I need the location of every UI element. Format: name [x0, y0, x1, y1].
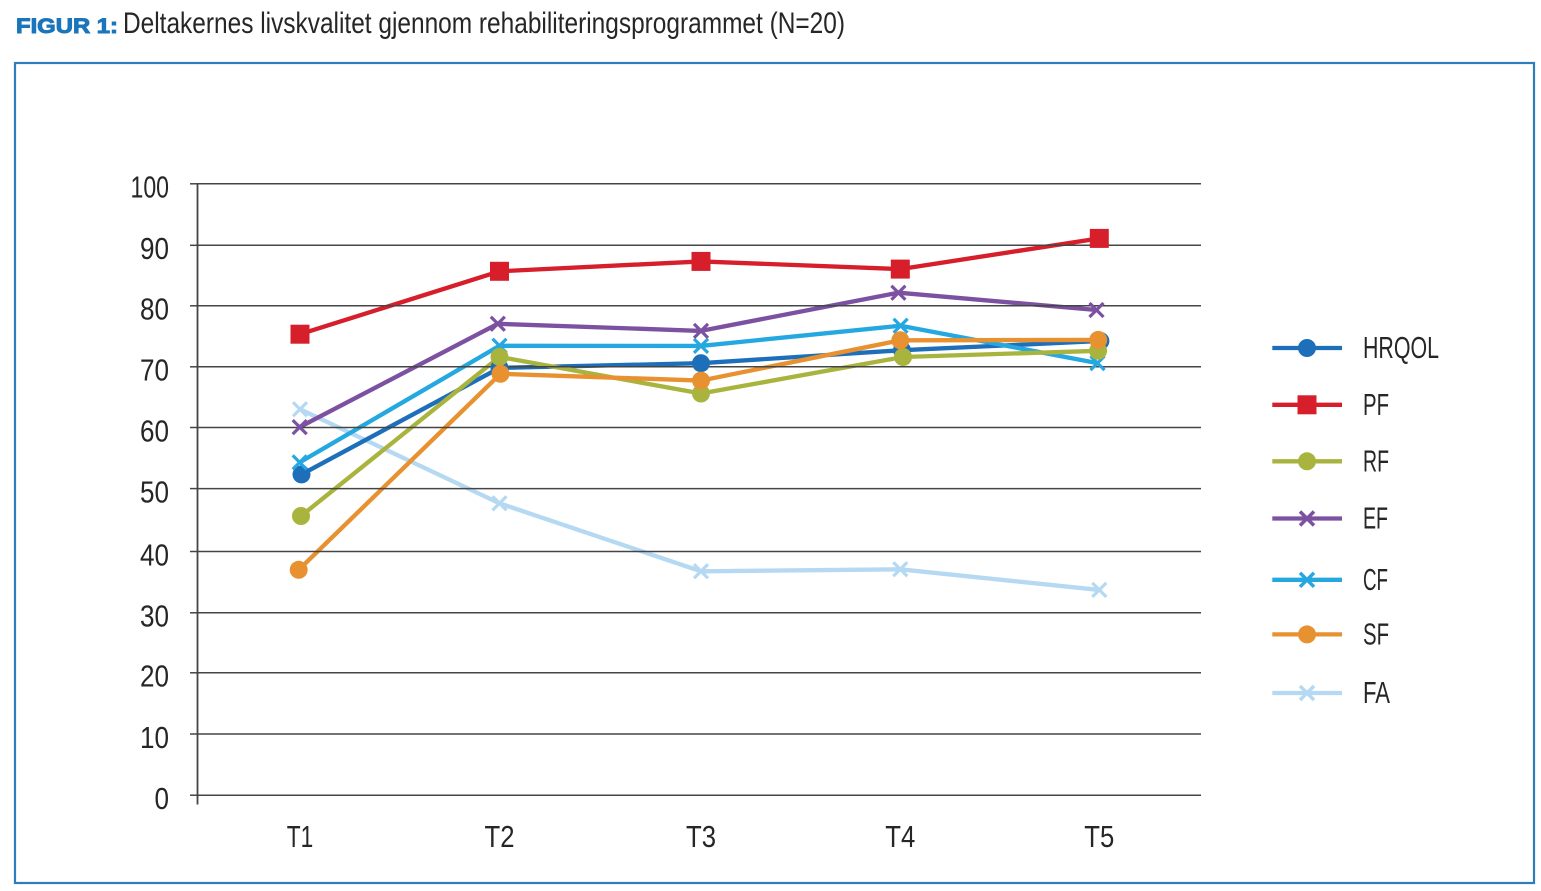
svg-text:T3: T3: [686, 819, 716, 854]
svg-text:FA: FA: [1363, 675, 1390, 710]
svg-text:40: 40: [140, 537, 169, 572]
svg-text:HRQOL: HRQOL: [1363, 330, 1439, 365]
svg-text:10: 10: [140, 720, 169, 755]
svg-text:30: 30: [140, 599, 169, 634]
svg-text:0: 0: [155, 781, 170, 816]
svg-text:20: 20: [140, 659, 169, 694]
svg-text:80: 80: [140, 292, 169, 327]
svg-text:PF: PF: [1363, 387, 1389, 422]
svg-text:CF: CF: [1363, 562, 1388, 597]
svg-text:SF: SF: [1363, 616, 1389, 651]
svg-text:60: 60: [140, 413, 169, 448]
svg-text:FIGUR 1:: FIGUR 1:: [16, 14, 118, 38]
svg-text:T4: T4: [885, 819, 915, 854]
svg-text:50: 50: [140, 474, 169, 509]
svg-text:T1: T1: [287, 819, 314, 854]
svg-text:70: 70: [140, 353, 169, 388]
svg-text:T5: T5: [1084, 819, 1114, 854]
svg-text:EF: EF: [1363, 501, 1388, 536]
svg-text:90: 90: [140, 231, 169, 266]
svg-text:Deltakernes livskvalitet gjenn: Deltakernes livskvalitet gjennom rehabil…: [123, 7, 845, 40]
svg-text:100: 100: [131, 170, 170, 205]
svg-text:RF: RF: [1363, 443, 1389, 478]
svg-text:T2: T2: [485, 819, 515, 854]
